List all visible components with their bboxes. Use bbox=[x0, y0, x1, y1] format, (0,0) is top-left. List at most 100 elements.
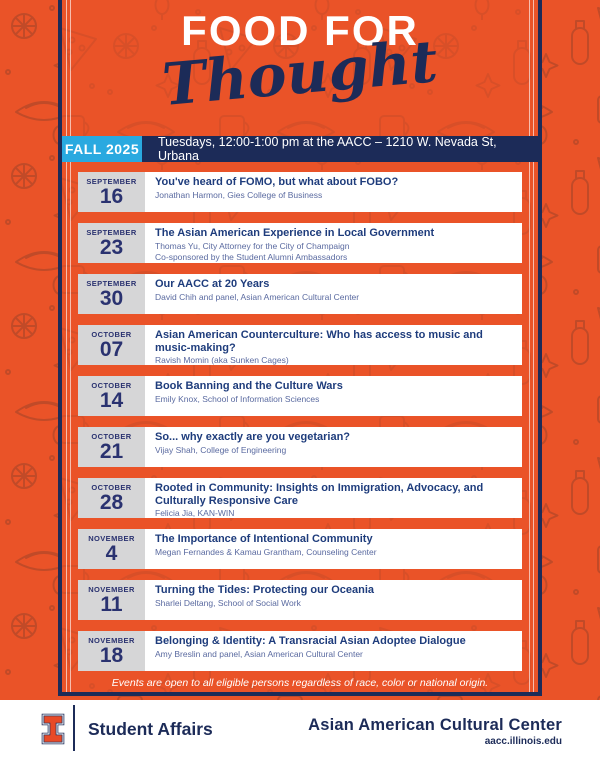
event-date-block: OCTOBER 28 bbox=[78, 478, 145, 518]
event-title: You've heard of FOMO, but what about FOB… bbox=[155, 176, 399, 188]
event-date-block: OCTOBER 07 bbox=[78, 325, 145, 365]
event-speaker: David Chih and panel, Asian American Cul… bbox=[155, 291, 360, 302]
poster-title: FOOD FOR bbox=[181, 7, 419, 54]
event-date-block: NOVEMBER 18 bbox=[78, 631, 145, 671]
event-title: The Importance of Intentional Community bbox=[155, 533, 373, 545]
poster-panel: FOOD FOR Thought FALL 2025 Tuesdays, 12:… bbox=[58, 0, 542, 696]
event-speakers: Emily Knox, School of Information Scienc… bbox=[155, 394, 514, 405]
event-date-block: NOVEMBER 4 bbox=[78, 529, 145, 569]
footnote: Events are open to all eligible persons … bbox=[111, 677, 489, 689]
event-month: OCTOBER bbox=[91, 432, 132, 442]
event-date-block: NOVEMBER 11 bbox=[78, 580, 145, 620]
event-date-block: OCTOBER 21 bbox=[78, 427, 145, 467]
event-speaker: Amy Breslin and panel, Asian American Cu… bbox=[155, 648, 363, 659]
event-speaker: Co-sponsored by the Student Alumni Ambas… bbox=[155, 252, 348, 263]
footer-right: Asian American Cultural Center aacc.illi… bbox=[308, 716, 562, 747]
event-day: 23 bbox=[99, 236, 124, 260]
panel-pinstripe bbox=[529, 0, 530, 692]
student-affairs-label: Student Affairs bbox=[88, 719, 213, 739]
event-month: SEPTEMBER bbox=[86, 177, 137, 187]
event-month: OCTOBER bbox=[91, 483, 132, 493]
event-title: Asian American Counterculture: Who has a… bbox=[155, 329, 483, 354]
footer-divider bbox=[73, 705, 75, 751]
event-list: SEPTEMBER 16 You've heard of FOMO, but w… bbox=[78, 172, 522, 671]
event-day: 16 bbox=[99, 185, 124, 209]
event-day: 07 bbox=[99, 338, 124, 362]
event-day: 11 bbox=[100, 593, 123, 617]
event-title: The Asian American Experience in Local G… bbox=[155, 227, 435, 239]
event-month: SEPTEMBER bbox=[86, 228, 137, 238]
event-body: Turning the Tides: Protecting our Oceani… bbox=[145, 580, 522, 620]
event-card: OCTOBER 21 So... why exactly are you veg… bbox=[78, 427, 522, 467]
event-speaker: Emily Knox, School of Information Scienc… bbox=[155, 393, 320, 404]
event-body: The Importance of Intentional Community … bbox=[145, 529, 522, 569]
event-body: Belonging & Identity: A Transracial Asia… bbox=[145, 631, 522, 671]
center-website: aacc.illinois.edu bbox=[484, 736, 562, 747]
event-date-block: SEPTEMBER 30 bbox=[78, 274, 145, 314]
event-card: NOVEMBER 4 The Importance of Intentional… bbox=[78, 529, 522, 569]
event-title: So... why exactly are you vegetarian? bbox=[155, 431, 351, 443]
event-month: OCTOBER bbox=[91, 381, 132, 391]
panel-pinstripe bbox=[70, 0, 71, 692]
event-title: Belonging & Identity: A Transracial Asia… bbox=[155, 635, 466, 647]
event-card: OCTOBER 14 Book Banning and the Culture … bbox=[78, 376, 522, 416]
event-day: 21 bbox=[99, 440, 124, 464]
event-speakers: Megan Fernandes & Kamau Grantham, Counse… bbox=[155, 547, 514, 558]
event-card: SEPTEMBER 23 The Asian American Experien… bbox=[78, 223, 522, 263]
event-speaker: Thomas Yu, City Attorney for the City of… bbox=[155, 240, 350, 251]
event-speakers: Sharlei Deltang, School of Social Work bbox=[155, 598, 514, 609]
event-speakers: Vijay Shah, College of Engineering bbox=[155, 445, 514, 456]
event-day: 18 bbox=[99, 644, 124, 668]
panel-pinstripe bbox=[533, 0, 534, 692]
center-name-label: Asian American Cultural Center bbox=[308, 716, 562, 734]
event-title: Rooted in Community: Insights on Immigra… bbox=[155, 482, 484, 507]
event-date-block: OCTOBER 14 bbox=[78, 376, 145, 416]
event-body: The Asian American Experience in Local G… bbox=[145, 223, 522, 263]
event-speakers: Felicia Jia, KAN-WIN bbox=[155, 508, 514, 519]
event-body: Our AACC at 20 Years David Chih and pane… bbox=[145, 274, 522, 314]
event-date-block: SEPTEMBER 16 bbox=[78, 172, 145, 212]
event-date-block: SEPTEMBER 23 bbox=[78, 223, 145, 263]
event-day: 30 bbox=[99, 287, 124, 311]
event-month: SEPTEMBER bbox=[86, 279, 137, 289]
event-speakers: Jonathan Harmon, Gies College of Busines… bbox=[155, 190, 514, 201]
event-month: OCTOBER bbox=[91, 330, 132, 340]
event-body: Book Banning and the Culture Wars Emily … bbox=[145, 376, 522, 416]
event-speakers: David Chih and panel, Asian American Cul… bbox=[155, 292, 514, 303]
event-title: Turning the Tides: Protecting our Oceani… bbox=[155, 584, 375, 596]
event-day: 14 bbox=[99, 389, 124, 413]
event-title: Our AACC at 20 Years bbox=[155, 278, 270, 290]
schedule-bar: FALL 2025 Tuesdays, 12:00-1:00 pm at the… bbox=[62, 135, 538, 163]
event-card: SEPTEMBER 30 Our AACC at 20 Years David … bbox=[78, 274, 522, 314]
event-body: Asian American Counterculture: Who has a… bbox=[145, 325, 522, 365]
event-card: OCTOBER 28 Rooted in Community: Insights… bbox=[78, 478, 522, 518]
event-card: OCTOBER 07 Asian American Counterculture… bbox=[78, 325, 522, 365]
event-speakers: Thomas Yu, City Attorney for the City of… bbox=[155, 241, 514, 263]
event-speaker: Ravish Momin (aka Sunken Cages) bbox=[155, 355, 289, 366]
event-month: NOVEMBER bbox=[88, 636, 135, 646]
event-day: 4 bbox=[105, 542, 118, 566]
event-card: SEPTEMBER 16 You've heard of FOMO, but w… bbox=[78, 172, 522, 212]
event-speakers: Ravish Momin (aka Sunken Cages) bbox=[155, 355, 514, 366]
event-body: So... why exactly are you vegetarian? Vi… bbox=[145, 427, 522, 467]
panel-pinstripe bbox=[66, 0, 67, 692]
event-speaker: Vijay Shah, College of Engineering bbox=[155, 444, 287, 455]
event-month: NOVEMBER bbox=[88, 534, 135, 544]
event-title: Book Banning and the Culture Wars bbox=[155, 380, 343, 392]
event-speaker: Megan Fernandes & Kamau Grantham, Counse… bbox=[155, 546, 377, 557]
event-speaker: Jonathan Harmon, Gies College of Busines… bbox=[155, 189, 323, 200]
event-speaker: Felicia Jia, KAN-WIN bbox=[155, 508, 235, 519]
illinois-block-i-logo bbox=[41, 713, 65, 745]
event-speaker: Sharlei Deltang, School of Social Work bbox=[155, 597, 301, 608]
footer: Student Affairs Asian American Cultural … bbox=[0, 700, 600, 771]
event-month: NOVEMBER bbox=[88, 585, 135, 595]
event-body: Rooted in Community: Insights on Immigra… bbox=[145, 478, 522, 518]
schedule-details: Tuesdays, 12:00-1:00 pm at the AACC – 12… bbox=[158, 135, 497, 163]
event-speakers: Amy Breslin and panel, Asian American Cu… bbox=[155, 649, 514, 660]
event-day: 28 bbox=[99, 491, 124, 515]
event-card: NOVEMBER 18 Belonging & Identity: A Tran… bbox=[78, 631, 522, 671]
term-badge: FALL 2025 bbox=[62, 136, 142, 162]
event-card: NOVEMBER 11 Turning the Tides: Protectin… bbox=[78, 580, 522, 620]
event-body: You've heard of FOMO, but what about FOB… bbox=[145, 172, 522, 212]
